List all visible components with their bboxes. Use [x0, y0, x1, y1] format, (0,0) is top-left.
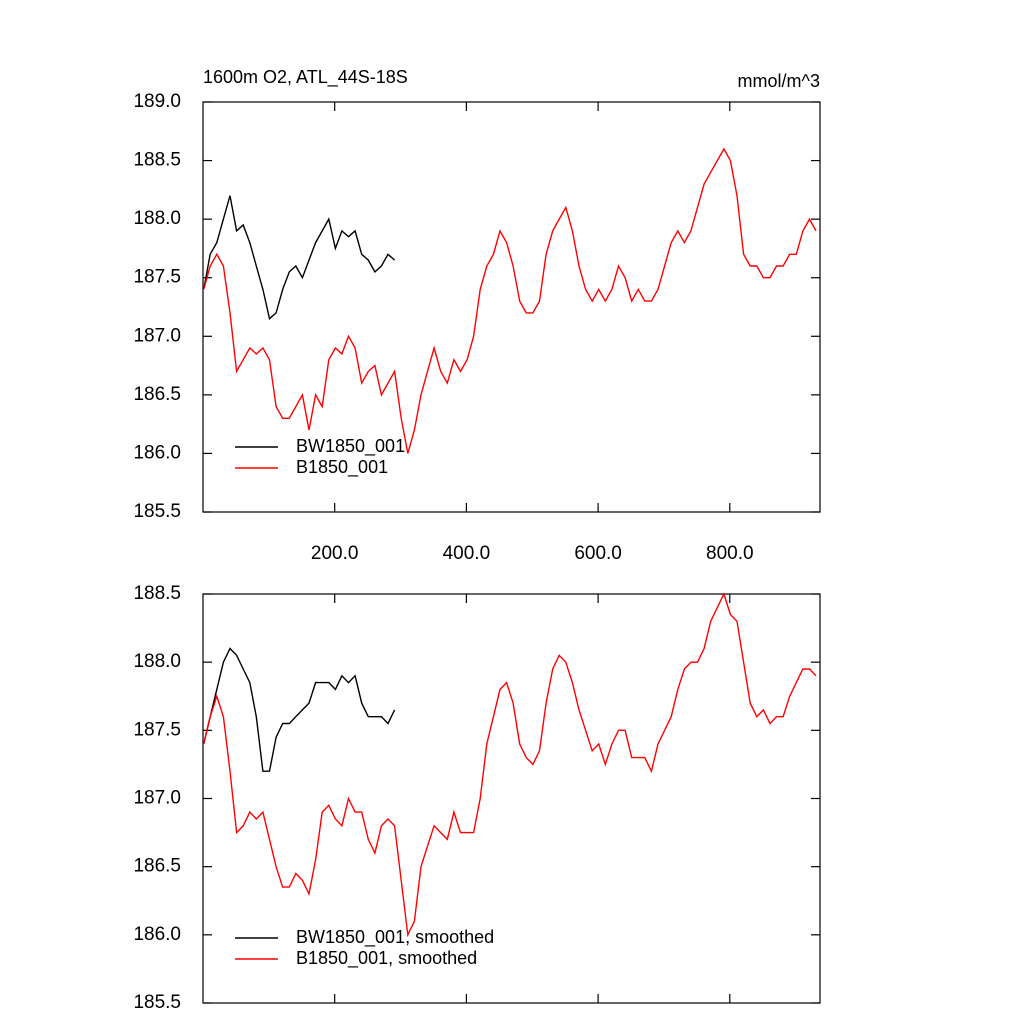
y-tick-label: 188.5	[133, 150, 181, 171]
series-line	[203, 647, 396, 772]
x-tick-label: 600.0	[574, 543, 622, 564]
series-line	[203, 147, 817, 454]
y-tick-label: 188.0	[133, 208, 181, 229]
y-tick-label: 187.0	[133, 325, 181, 346]
y-tick-label: 186.5	[133, 856, 181, 877]
legend-label: B1850_001	[296, 457, 388, 478]
legend-label: B1850_001, smoothed	[296, 948, 477, 969]
y-tick-label: 187.5	[133, 719, 181, 740]
y-tick-label: 188.5	[133, 583, 181, 604]
chart-title: 1600m O2, ATL_44S-18S	[203, 67, 408, 88]
series-line	[203, 195, 396, 321]
x-tick-label: 400.0	[443, 543, 491, 564]
plot-frame	[202, 101, 821, 513]
legend-label: BW1850_001, smoothed	[296, 927, 494, 948]
y-tick-label: 187.5	[133, 267, 181, 288]
y-tick-label: 186.0	[133, 924, 181, 945]
legend-label: BW1850_001	[296, 436, 405, 457]
units-label: mmol/m^3	[738, 71, 820, 91]
y-tick-label: 185.5	[133, 992, 181, 1013]
y-tick-label: 186.0	[133, 442, 181, 463]
y-tick-label: 188.0	[133, 651, 181, 672]
series-line	[203, 592, 817, 938]
y-tick-label: 185.5	[133, 501, 181, 522]
y-tick-label: 186.5	[133, 384, 181, 405]
x-tick-label: 200.0	[311, 543, 359, 564]
x-tick-label: 800.0	[706, 543, 754, 564]
y-tick-label: 189.0	[133, 91, 181, 112]
y-tick-label: 187.0	[133, 788, 181, 809]
